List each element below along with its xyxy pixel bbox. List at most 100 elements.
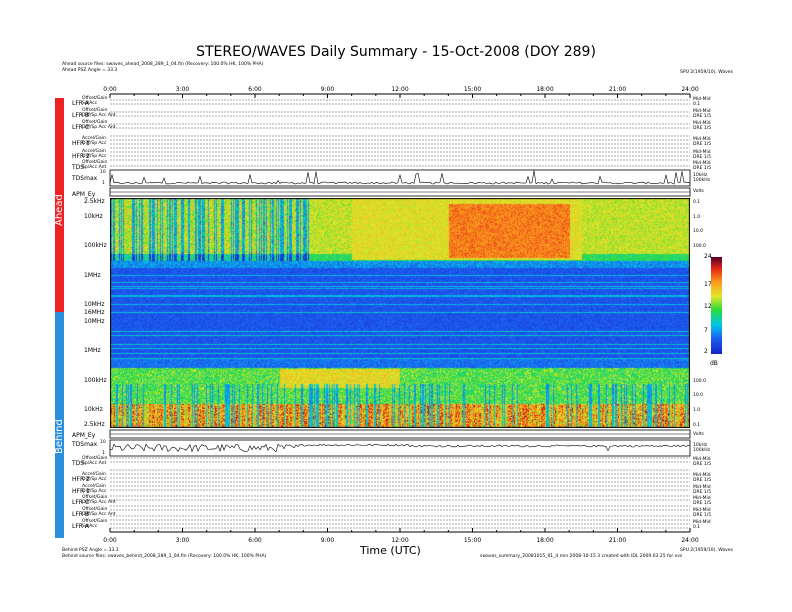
x-axis-label: Time (UTC) <box>360 544 421 557</box>
row-sub-label-2: Diff/Sp Acc <box>82 489 107 494</box>
colorbar <box>711 257 722 354</box>
row-right-label: Mid-Mid <box>693 485 711 490</box>
ahead-freq-tick: 10MHz <box>84 301 105 308</box>
header-right-note: SPU 2(1959/10), Waves <box>680 70 733 75</box>
x-tick-label: 24:00 <box>681 86 698 93</box>
row-right-label: Mid-Mid <box>693 508 711 513</box>
behind-freq-tick: 16MHz <box>84 309 105 316</box>
ahead-tdsmax-tick-10: 10 <box>100 170 106 175</box>
row-right-label-2: DRE 1/5 <box>693 114 712 119</box>
footer-right-note: SPU 2(1959/10), Waves <box>680 548 733 553</box>
x-tick-label: 18:00 <box>536 86 553 93</box>
x-tick-label: 12:00 <box>391 86 408 93</box>
row-label: LFR A <box>72 100 89 107</box>
row-right-label: Mid-Mid <box>693 473 711 478</box>
row-label: LFR A <box>72 523 89 530</box>
x-tick-label: 21:00 <box>609 537 626 544</box>
chart-title: STEREO/WAVES Daily Summary - 15-Oct-2008… <box>196 44 596 60</box>
ahead-freq-tick: 100kHz <box>84 242 107 249</box>
row-sub-label-2: Diff/Sp Acc Ant <box>82 113 116 118</box>
ahead-tdsmax-frame <box>109 169 691 187</box>
behind-tdsmax-tick-10: 10 <box>100 440 106 445</box>
row-label: LFR B <box>72 511 89 518</box>
behind-tdsmax-right2: 100kHz <box>693 448 710 453</box>
colorbar-tick: 24 <box>704 253 712 260</box>
row-right-label: Mid-Mid <box>693 137 711 142</box>
behind-bar: Behind <box>54 312 65 538</box>
row-sub-label: Accel/Gain <box>82 472 106 477</box>
x-tick-label: 21:00 <box>609 86 626 93</box>
row-right-label: Mid-Mid <box>693 109 711 114</box>
row-sub-label-2: Diff/Sp Acc Ant <box>82 500 116 505</box>
row-sub-label-2: Diff/Sp Acc Ant <box>82 125 116 130</box>
row-right-label-2: DRE 1/5 <box>693 126 712 131</box>
x-tick-label: 18:00 <box>536 537 553 544</box>
behind-freq-tick: 1MHz <box>84 347 101 354</box>
ahead-tdsmax-tick-1: 1 <box>102 181 105 186</box>
behind-freq-tick: 100kHz <box>84 377 107 384</box>
ahead-angle-note: Ahead PSZ Angle = 33.3 <box>62 68 118 73</box>
x-tick-label: 0:00 <box>103 86 117 93</box>
ahead-right-tick: 10.0 <box>693 229 704 234</box>
behind-tdsmax-frame <box>109 439 691 457</box>
ahead-freq-tick: 10kHz <box>84 213 103 220</box>
row-right-label-2: DRE 1/5 <box>693 155 712 160</box>
row-label: TDS <box>72 164 85 171</box>
behind-apm-label: APM_Ey <box>72 432 96 439</box>
behind-source-note: Behind source files: swaves_behind_2008_… <box>62 554 267 559</box>
row-label: LFR B <box>72 112 89 119</box>
x-tick-label: 0:00 <box>103 537 117 544</box>
colorbar-tick: 17 <box>704 281 712 288</box>
row-label: LFR C <box>72 499 90 506</box>
behind-right-tick: 100.0 <box>693 379 706 384</box>
row-right-label-2: DRE 1/5 <box>693 513 712 518</box>
colorbar-tick: 2 <box>704 348 708 355</box>
row-right-label: Mid-Mid <box>693 457 711 462</box>
ahead-freq-tick: 2.5kHz <box>84 198 105 205</box>
row-sub-label-2: Diff/Sp Acc <box>82 477 107 482</box>
row-right-label: Mid-Mid <box>693 496 711 501</box>
footer-right-note-2: swaves_summary_20081015_01_4 min 2008-10… <box>480 554 683 559</box>
row-sub-label: Offset/Gain <box>82 519 108 524</box>
behind-tdsmax-trace <box>109 443 691 453</box>
row-right-label: Mid-Mid <box>693 150 711 155</box>
behind-tdsmax-right: 10kHz <box>693 443 708 448</box>
row-label: HFR 1 <box>72 488 90 495</box>
row-sub-label: Offset/Gain <box>82 160 108 165</box>
spectrogram-heatmap <box>110 198 690 428</box>
row-right-label-2: 0.1 <box>693 102 701 107</box>
x-tick-label: 6:00 <box>248 86 262 93</box>
behind-apm-right: Volts <box>693 432 704 437</box>
ahead-bar: Ahead <box>54 98 65 312</box>
ahead-tdsmax-right: 10kHz <box>693 173 708 178</box>
row-sub-label: Offset/Gain <box>82 507 108 512</box>
row-sub-label-2: Diff/Sp Acc Ant <box>82 512 116 517</box>
behind-right-tick: 10.0 <box>693 393 704 398</box>
ahead-right-tick: 100.0 <box>693 244 706 249</box>
ahead-right-tick: 0.1 <box>693 200 701 205</box>
ahead-apm-label: APM_Ey <box>72 191 96 198</box>
x-tick-label: 3:00 <box>176 86 190 93</box>
row-right-label: Mid-Mid <box>693 161 711 166</box>
colorbar-tick: 7 <box>704 327 708 334</box>
row-sub-label-2: Sp/Acc <box>82 101 98 106</box>
row-sub-label-2: Diff/Sp Acc <box>82 154 107 159</box>
row-sub-label: Offset/Gain <box>82 456 108 461</box>
row-right-label-2: DRE 1/5 <box>693 142 712 147</box>
row-sub-label: Offset/Gain <box>82 108 108 113</box>
row-label: HFR 2 <box>72 153 90 160</box>
ahead-source-note: Ahead source files: swaves_ahead_2008_28… <box>62 62 264 67</box>
ahead-freq-tick: 1MHz <box>84 272 101 279</box>
row-label: TDS <box>72 460 85 467</box>
x-tick-label: 9:00 <box>321 537 335 544</box>
behind-right-tick: 0.1 <box>693 423 701 428</box>
top-time-axis: 0:00 3:00 6:00 9:00 12:00 15:00 18:00 21:00 24:0… <box>103 86 699 98</box>
row-right-label-2: DRE 1/5 <box>693 501 712 506</box>
x-tick-label: 6:00 <box>248 537 262 544</box>
row-right-label-2: 0.1 <box>693 525 701 530</box>
row-right-label-2: DRE 1/5 <box>693 462 712 467</box>
x-tick-label: 24:00 <box>681 537 698 544</box>
behind-freq-tick: 10kHz <box>84 406 103 413</box>
colorbar-unit: dB <box>710 360 718 367</box>
row-label: LFR C <box>72 124 90 131</box>
